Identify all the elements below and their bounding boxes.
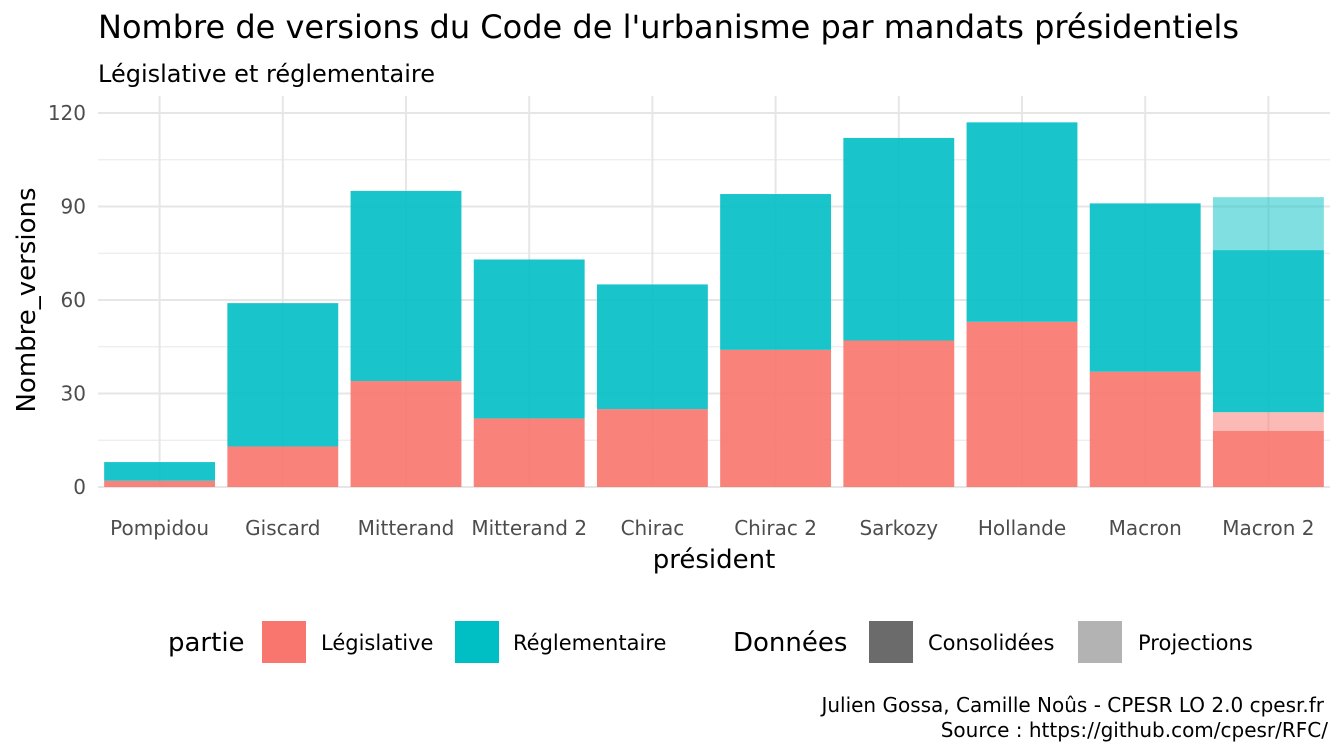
x-axis-ticks: Pompidou Giscard Mitterand Mitterand 2 Chira… — [110, 516, 1314, 540]
bar-giscard-reglementaire-consolidees — [227, 303, 339, 447]
bar-pompidou-reglementaire-consolidees — [104, 462, 216, 481]
chart-subtitle: Législative et réglementaire — [98, 60, 435, 88]
bar-mitterand-2-reglementaire-consolidees — [473, 259, 585, 419]
x-tick-label: Mitterand — [358, 516, 455, 540]
caption-line-1: Julien Gossa, Camille Noûs - CPESR LO 2.… — [819, 693, 1324, 717]
bar-macron-reglementaire-consolidees — [1089, 203, 1201, 372]
legend-label-projections: Projections — [1138, 631, 1253, 655]
x-tick-label: Mitterand 2 — [471, 516, 587, 540]
bar-macron-2-legislative-projections — [1212, 412, 1324, 431]
legend-swatch-reglementaire — [455, 621, 499, 663]
bar-mitterand-legislative-consolidees — [350, 381, 462, 487]
legend-label-reglementaire: Réglementaire — [513, 631, 666, 655]
bar-chirac-legislative-consolidees — [596, 409, 708, 487]
bar-mitterand-2-legislative-consolidees — [473, 418, 585, 487]
y-tick-label: 120 — [48, 101, 86, 125]
bar-macron-2-legislative-consolidees — [1212, 430, 1324, 487]
x-tick-label: Sarkozy — [859, 516, 938, 540]
x-tick-label: Hollande — [978, 516, 1066, 540]
bar-chirac-2-reglementaire-consolidees — [720, 194, 832, 350]
legend-label-consolidees: Consolidées — [928, 631, 1054, 655]
y-tick-label: 60 — [61, 288, 86, 312]
bar-macron-2-reglementaire-consolidees — [1212, 250, 1324, 413]
bar-chirac-reglementaire-consolidees — [596, 284, 708, 410]
legend-label-legislative: Législative — [321, 631, 433, 655]
bar-hollande-reglementaire-consolidees — [966, 122, 1078, 322]
x-axis-title: président — [653, 545, 776, 575]
x-tick-label: Macron — [1109, 516, 1182, 540]
x-tick-label: Pompidou — [110, 516, 209, 540]
x-tick-label: Macron 2 — [1222, 516, 1314, 540]
y-tick-label: 30 — [61, 382, 86, 406]
bar-macron-legislative-consolidees — [1089, 371, 1201, 487]
y-tick-label: 90 — [61, 195, 86, 219]
legend-swatch-legislative — [262, 621, 306, 663]
bars — [104, 122, 1324, 487]
bar-giscard-legislative-consolidees — [227, 446, 339, 487]
y-tick-label: 0 — [73, 475, 86, 499]
caption-line-2: Source : https://github.com/cpesr/RFC/ — [941, 718, 1329, 742]
bar-sarkozy-legislative-consolidees — [843, 340, 955, 487]
legend-alpha-title: Données — [733, 628, 847, 658]
legend-swatch-consolidees — [869, 621, 913, 663]
x-tick-label: Chirac — [621, 516, 685, 540]
bar-sarkozy-reglementaire-consolidees — [843, 137, 955, 341]
bar-hollande-legislative-consolidees — [966, 321, 1078, 487]
legend-swatch-projections — [1078, 621, 1122, 663]
bar-chirac-2-legislative-consolidees — [720, 349, 832, 487]
x-tick-label: Giscard — [245, 516, 320, 540]
legend-fill-title: partie — [168, 628, 245, 658]
bar-macron-2-reglementaire-projections — [1212, 197, 1324, 251]
y-axis-title: Nombre_versions — [12, 187, 42, 412]
y-axis-ticks: 0 30 60 90 120 — [48, 101, 86, 499]
bar-mitterand-reglementaire-consolidees — [350, 190, 462, 382]
bar-pompidou-legislative-consolidees — [104, 480, 216, 487]
legend: partie Législative Réglementaire Données… — [168, 621, 1253, 663]
x-tick-label: Chirac 2 — [734, 516, 817, 540]
chart-title: Nombre de versions du Code de l'urbanism… — [98, 8, 1239, 46]
